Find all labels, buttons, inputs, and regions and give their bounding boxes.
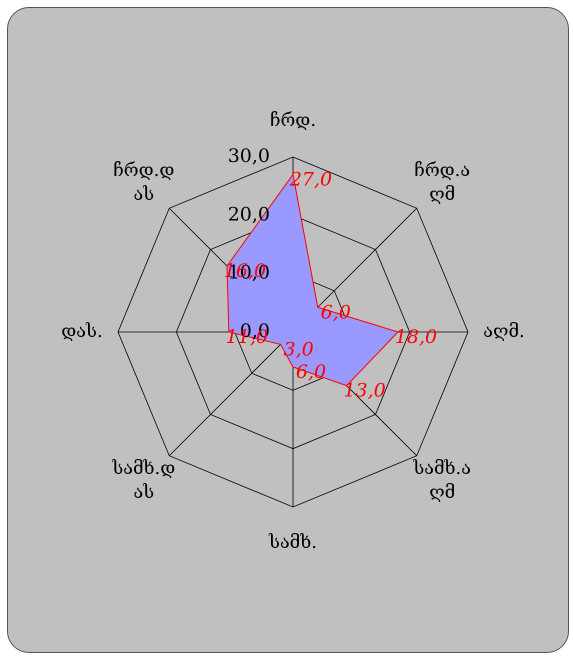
tick-label: 0,0	[240, 320, 270, 342]
data-label: 16,0	[224, 260, 266, 282]
data-label: 13,0	[343, 380, 385, 402]
data-label: 6,0	[321, 301, 351, 323]
category-label: ჩრდ.	[269, 110, 317, 131]
tick-label: 10,0	[228, 262, 270, 284]
category-label: სამხ.დას	[112, 458, 176, 504]
category-label: ჩრდ.დას	[113, 159, 175, 205]
tick-label: 30,0	[228, 145, 270, 167]
data-area	[226, 173, 399, 387]
spoke	[168, 331, 294, 457]
category-label: დას.	[61, 321, 103, 342]
category-label: აღმ.	[483, 321, 525, 342]
category-label: სამხ.აღმ	[413, 458, 472, 504]
category-label: ჩრდ.აღმ	[414, 159, 471, 205]
data-label: 6,0	[296, 361, 326, 383]
category-label: სამხ.	[269, 532, 317, 553]
data-label: 11,0	[226, 326, 268, 348]
data-label: 3,0	[284, 338, 314, 360]
data-label: 27,0	[289, 169, 332, 191]
tick-label: 20,0	[228, 203, 270, 225]
data-label: 18,0	[395, 326, 437, 348]
